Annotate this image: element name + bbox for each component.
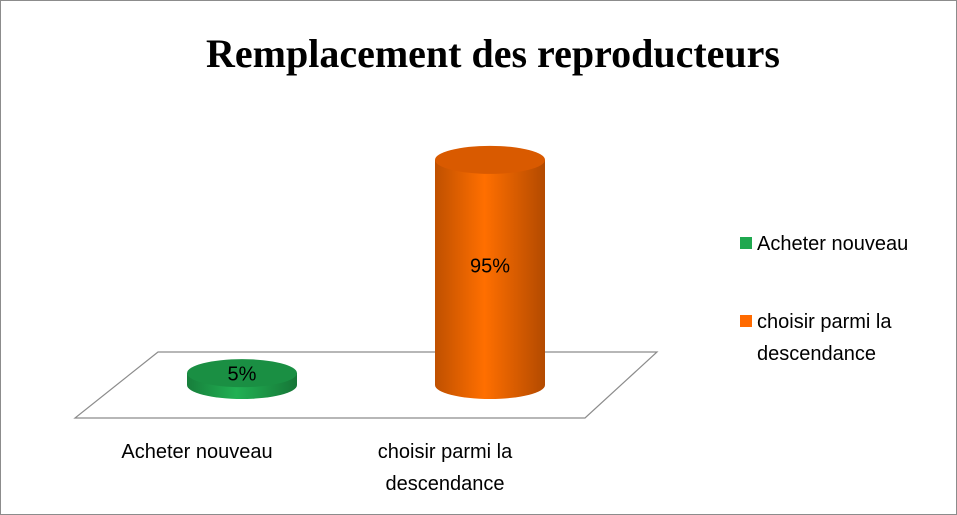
floor [73,351,659,419]
value-label: 95% [470,256,510,278]
chart-title: Remplacement des reproducteurs [206,31,780,76]
x-tick-label: choisir parmi la descendance [378,441,513,495]
bar-top [187,359,297,388]
legend-swatch [740,315,752,327]
x-tick-label: Acheter nouveau [121,441,272,463]
bar-top [435,145,545,174]
value-label: 5% [228,363,257,385]
legend-swatch [740,237,752,249]
legend-label: Acheter nouveau [757,233,908,255]
bar [435,159,545,399]
legend-label: choisir parmi la descendance [757,311,892,365]
